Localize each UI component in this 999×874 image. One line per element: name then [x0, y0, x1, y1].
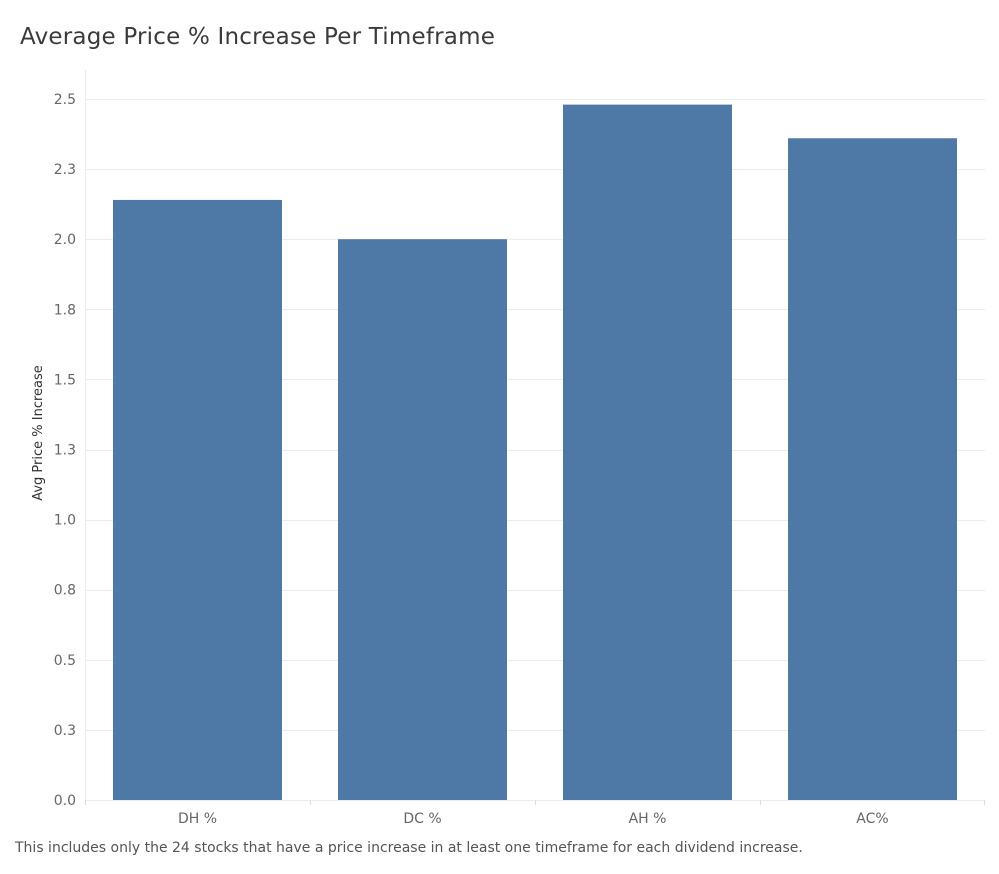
y-tick-label: 2.5 [54, 92, 76, 108]
y-tick-label: 0.0 [54, 793, 76, 809]
y-tick-label: 1.5 [54, 372, 76, 388]
bar[interactable] [563, 104, 732, 800]
x-tick-label: AH % [629, 811, 667, 827]
chart-footnote: This includes only the 24 stocks that ha… [15, 840, 803, 856]
bar[interactable] [788, 138, 957, 801]
x-ticks: DH % DC % AH % AC% [85, 800, 985, 827]
chart-title: Average Price % Increase Per Timeframe [20, 24, 496, 50]
bars [113, 104, 957, 801]
y-tick-label: 1.8 [54, 302, 76, 318]
x-tick-label: DC % [403, 811, 441, 827]
y-axis-label: Avg Price % Increase [31, 365, 46, 501]
y-tick-label: 1.0 [54, 513, 76, 529]
bar[interactable] [338, 239, 507, 800]
y-tick-label: 2.3 [54, 162, 76, 178]
x-tick-label: AC% [856, 811, 888, 827]
y-tick-label: 1.3 [54, 443, 76, 459]
y-tick-label: 0.8 [54, 583, 76, 599]
y-tick-label: 2.0 [54, 232, 76, 248]
bar[interactable] [113, 199, 282, 801]
x-tick-label: DH % [178, 811, 217, 827]
y-tick-label: 0.5 [54, 653, 76, 669]
y-tick-labels: 0.0 0.3 0.5 0.8 1.0 1.3 1.5 1.8 2.0 2.3 2.5 [54, 92, 76, 809]
y-tick-label: 0.3 [54, 723, 76, 739]
